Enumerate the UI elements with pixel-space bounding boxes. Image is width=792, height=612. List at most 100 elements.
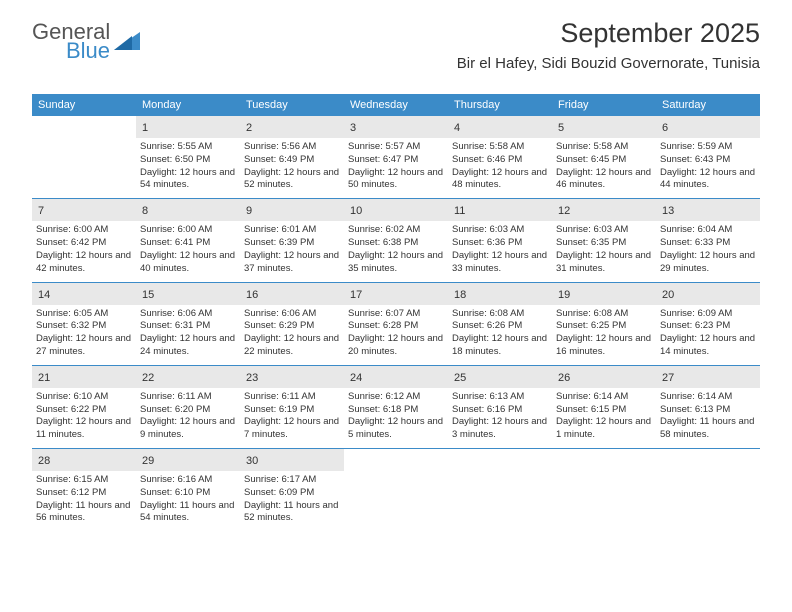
day-number: 8 <box>142 205 148 217</box>
day-details: Sunrise: 6:07 AMSunset: 6:28 PMDaylight:… <box>348 305 444 359</box>
day-number-row: 21 <box>32 366 136 388</box>
sunrise-text: Sunrise: 5:58 AM <box>452 141 548 154</box>
day-details: Sunrise: 6:03 AMSunset: 6:35 PMDaylight:… <box>556 221 652 275</box>
sunrise-text: Sunrise: 6:15 AM <box>36 474 132 487</box>
calendar-cell: 16Sunrise: 6:06 AMSunset: 6:29 PMDayligh… <box>240 283 344 365</box>
sunrise-text: Sunrise: 5:58 AM <box>556 141 652 154</box>
sunset-text: Sunset: 6:18 PM <box>348 404 444 417</box>
day-number: 11 <box>454 205 465 217</box>
brand-name-2: Blue <box>66 38 110 64</box>
day-number: 30 <box>246 455 258 467</box>
location-text: Bir el Hafey, Sidi Bouzid Governorate, T… <box>457 55 760 72</box>
daylight-text: Daylight: 12 hours and 3 minutes. <box>452 416 548 442</box>
sunset-text: Sunset: 6:50 PM <box>140 154 236 167</box>
daylight-text: Daylight: 12 hours and 11 minutes. <box>36 416 132 442</box>
day-details: Sunrise: 6:08 AMSunset: 6:25 PMDaylight:… <box>556 305 652 359</box>
sunrise-text: Sunrise: 6:13 AM <box>452 391 548 404</box>
daylight-text: Daylight: 12 hours and 1 minute. <box>556 416 652 442</box>
day-number: 23 <box>246 372 258 384</box>
day-number: 4 <box>454 122 460 134</box>
day-number: 17 <box>350 289 362 301</box>
calendar-cell: 13Sunrise: 6:04 AMSunset: 6:33 PMDayligh… <box>656 199 760 281</box>
sunset-text: Sunset: 6:31 PM <box>140 320 236 333</box>
calendar-cell: 1Sunrise: 5:55 AMSunset: 6:50 PMDaylight… <box>136 116 240 198</box>
calendar-cell: 28Sunrise: 6:15 AMSunset: 6:12 PMDayligh… <box>32 449 136 531</box>
day-number-row: 5 <box>552 116 656 138</box>
sunrise-text: Sunrise: 5:57 AM <box>348 141 444 154</box>
calendar-week: 7Sunrise: 6:00 AMSunset: 6:42 PMDaylight… <box>32 198 760 281</box>
daylight-text: Daylight: 12 hours and 22 minutes. <box>244 333 340 359</box>
day-number: 18 <box>454 289 466 301</box>
sunrise-text: Sunrise: 5:56 AM <box>244 141 340 154</box>
day-number-row: 6 <box>656 116 760 138</box>
day-number-row: 9 <box>240 199 344 221</box>
daylight-text: Daylight: 12 hours and 29 minutes. <box>660 250 756 276</box>
sunrise-text: Sunrise: 6:08 AM <box>556 308 652 321</box>
calendar-cell: 15Sunrise: 6:06 AMSunset: 6:31 PMDayligh… <box>136 283 240 365</box>
weekday-header: Tuesday <box>240 94 344 116</box>
sunset-text: Sunset: 6:33 PM <box>660 237 756 250</box>
day-number: 10 <box>350 205 362 217</box>
day-number-row: 13 <box>656 199 760 221</box>
daylight-text: Daylight: 11 hours and 58 minutes. <box>660 416 756 442</box>
daylight-text: Daylight: 12 hours and 50 minutes. <box>348 167 444 193</box>
sunrise-text: Sunrise: 6:00 AM <box>140 224 236 237</box>
day-number: 9 <box>246 205 252 217</box>
weekday-header: Friday <box>552 94 656 116</box>
day-details: Sunrise: 6:06 AMSunset: 6:29 PMDaylight:… <box>244 305 340 359</box>
daylight-text: Daylight: 12 hours and 14 minutes. <box>660 333 756 359</box>
brand-triangle-icon <box>114 30 140 55</box>
sunrise-text: Sunrise: 6:14 AM <box>556 391 652 404</box>
day-details: Sunrise: 6:15 AMSunset: 6:12 PMDaylight:… <box>36 471 132 525</box>
day-number-row: 27 <box>656 366 760 388</box>
calendar-cell: 29Sunrise: 6:16 AMSunset: 6:10 PMDayligh… <box>136 449 240 531</box>
calendar-cell <box>448 449 552 531</box>
sunrise-text: Sunrise: 6:14 AM <box>660 391 756 404</box>
day-number-row: 28 <box>32 449 136 471</box>
day-number: 12 <box>558 205 570 217</box>
sunrise-text: Sunrise: 6:05 AM <box>36 308 132 321</box>
sunset-text: Sunset: 6:23 PM <box>660 320 756 333</box>
calendar-cell: 20Sunrise: 6:09 AMSunset: 6:23 PMDayligh… <box>656 283 760 365</box>
sunset-text: Sunset: 6:43 PM <box>660 154 756 167</box>
sunrise-text: Sunrise: 6:03 AM <box>556 224 652 237</box>
calendar-cell: 21Sunrise: 6:10 AMSunset: 6:22 PMDayligh… <box>32 366 136 448</box>
daylight-text: Daylight: 12 hours and 44 minutes. <box>660 167 756 193</box>
daylight-text: Daylight: 12 hours and 20 minutes. <box>348 333 444 359</box>
calendar-week: 21Sunrise: 6:10 AMSunset: 6:22 PMDayligh… <box>32 365 760 448</box>
day-number-row: 24 <box>344 366 448 388</box>
day-details: Sunrise: 6:14 AMSunset: 6:15 PMDaylight:… <box>556 388 652 442</box>
calendar-grid: SundayMondayTuesdayWednesdayThursdayFrid… <box>32 94 760 531</box>
day-details: Sunrise: 6:04 AMSunset: 6:33 PMDaylight:… <box>660 221 756 275</box>
day-number-row: 1 <box>136 116 240 138</box>
sunrise-text: Sunrise: 6:11 AM <box>140 391 236 404</box>
daylight-text: Daylight: 11 hours and 54 minutes. <box>140 500 236 526</box>
day-number-row: 7 <box>32 199 136 221</box>
day-details: Sunrise: 6:08 AMSunset: 6:26 PMDaylight:… <box>452 305 548 359</box>
day-details: Sunrise: 6:09 AMSunset: 6:23 PMDaylight:… <box>660 305 756 359</box>
calendar-cell: 27Sunrise: 6:14 AMSunset: 6:13 PMDayligh… <box>656 366 760 448</box>
calendar-cell: 12 Sunrise: 6:03 AMSunset: 6:35 PMDayligh… <box>552 199 656 281</box>
sunset-text: Sunset: 6:22 PM <box>36 404 132 417</box>
day-details: Sunrise: 6:10 AMSunset: 6:22 PMDaylight:… <box>36 388 132 442</box>
day-number: 2 <box>246 122 252 134</box>
daylight-text: Daylight: 12 hours and 52 minutes. <box>244 167 340 193</box>
day-details: Sunrise: 5:56 AMSunset: 6:49 PMDaylight:… <box>244 138 340 192</box>
daylight-text: Daylight: 12 hours and 48 minutes. <box>452 167 548 193</box>
sunrise-text: Sunrise: 6:17 AM <box>244 474 340 487</box>
day-details: Sunrise: 6:01 AMSunset: 6:39 PMDaylight:… <box>244 221 340 275</box>
daylight-text: Daylight: 12 hours and 33 minutes. <box>452 250 548 276</box>
sunrise-text: Sunrise: 5:59 AM <box>660 141 756 154</box>
sunrise-text: Sunrise: 6:00 AM <box>36 224 132 237</box>
daylight-text: Daylight: 12 hours and 54 minutes. <box>140 167 236 193</box>
day-details: Sunrise: 6:06 AMSunset: 6:31 PMDaylight:… <box>140 305 236 359</box>
day-number-row: 17 <box>344 283 448 305</box>
weekday-header: Saturday <box>656 94 760 116</box>
day-number-row: 8 <box>136 199 240 221</box>
daylight-text: Daylight: 12 hours and 42 minutes. <box>36 250 132 276</box>
sunset-text: Sunset: 6:32 PM <box>36 320 132 333</box>
weekday-header-row: SundayMondayTuesdayWednesdayThursdayFrid… <box>32 94 760 116</box>
day-details: Sunrise: 6:11 AMSunset: 6:19 PMDaylight:… <box>244 388 340 442</box>
sunset-text: Sunset: 6:26 PM <box>452 320 548 333</box>
calendar-cell: 10Sunrise: 6:02 AMSunset: 6:38 PMDayligh… <box>344 199 448 281</box>
